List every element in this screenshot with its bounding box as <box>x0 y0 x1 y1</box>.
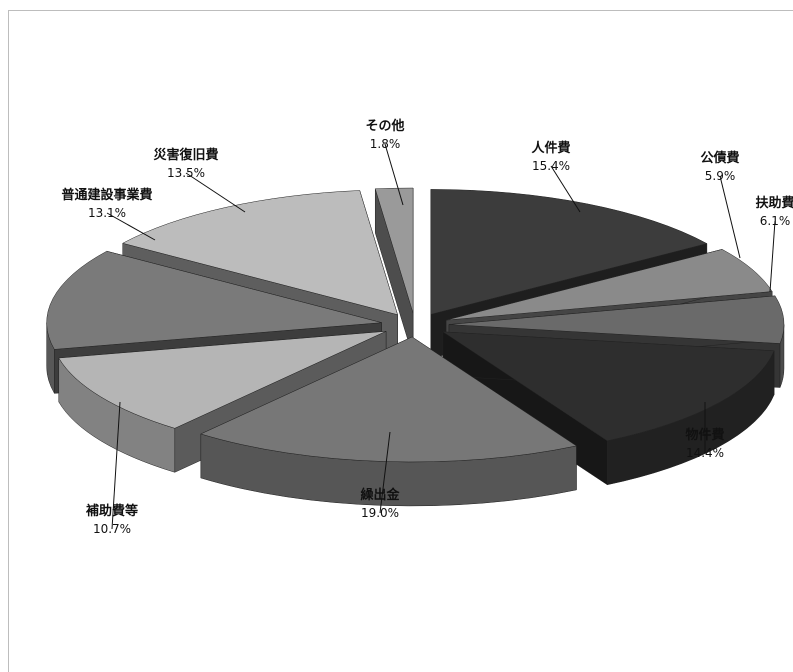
slice-label: 災害復旧費 <box>153 147 218 163</box>
slice-percent: 10.7% <box>93 522 131 536</box>
slice-label: 普通建設事業費 <box>61 187 152 203</box>
pie-slice-top <box>430 189 708 315</box>
leader-line <box>379 431 391 514</box>
pie-slice <box>442 331 775 486</box>
leader-line <box>106 212 156 241</box>
pie-slices <box>46 187 785 507</box>
slice-percent: 13.1% <box>88 206 126 220</box>
slice-percent: 1.8% <box>370 137 401 151</box>
pie-slice-top <box>122 190 398 316</box>
pie-slice-top <box>446 249 773 321</box>
slice-percent: 15.4% <box>532 159 570 173</box>
slice-label: 補助費等 <box>85 503 138 519</box>
pie-slice-top <box>442 331 775 442</box>
leader-line <box>185 172 246 213</box>
slice-label: 扶助費 <box>755 195 793 211</box>
slice-label: 物件費 <box>685 427 724 443</box>
slice-label: その他 <box>365 118 404 134</box>
pie-slice <box>200 336 578 507</box>
slice-label: 人件費 <box>531 140 570 156</box>
data-labels: 人件費 15.4% 公債費 5.9% 扶助費 6.1% 物件費 14.4% 繰出金 19.0% 補助… <box>61 118 793 536</box>
leader-line <box>111 401 121 530</box>
slice-percent: 14.4% <box>686 446 724 460</box>
slice-label: 繰出金 <box>360 487 400 503</box>
slice-percent: 13.5% <box>167 166 205 180</box>
pie-slice-top <box>46 250 382 350</box>
pie-slice <box>374 187 414 358</box>
pie-slice-top <box>374 187 414 314</box>
pie-slice-top <box>200 336 578 463</box>
leader-line <box>719 175 741 259</box>
slice-percent: 6.1% <box>760 214 791 228</box>
leader-lines <box>106 143 776 530</box>
slice-label: 公債費 <box>700 150 739 166</box>
pie-slice-top <box>448 295 785 344</box>
pie-slice-top <box>58 331 387 429</box>
leader-line <box>384 143 404 206</box>
slice-percent: 19.0% <box>361 506 399 520</box>
chart-area <box>8 10 793 672</box>
leader-line <box>769 220 776 293</box>
slice-percent: 5.9% <box>705 169 736 183</box>
leader-line <box>550 165 581 213</box>
